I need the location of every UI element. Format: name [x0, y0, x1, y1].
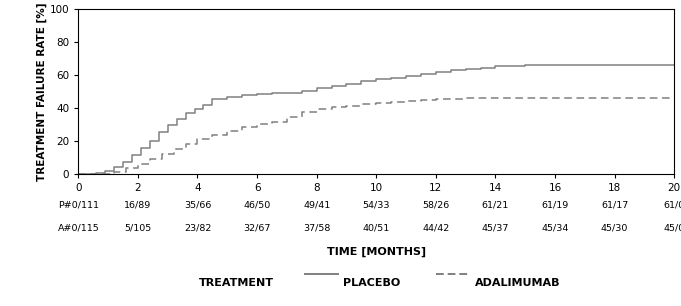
Text: 58/26: 58/26 [422, 201, 449, 210]
Text: 32/67: 32/67 [243, 224, 271, 233]
Text: 45/34: 45/34 [541, 224, 569, 233]
Text: 40/51: 40/51 [362, 224, 390, 233]
Text: 45/37: 45/37 [481, 224, 509, 233]
Text: 61/19: 61/19 [541, 201, 569, 210]
Text: 37/58: 37/58 [303, 224, 330, 233]
Text: A#0/115: A#0/115 [57, 224, 99, 233]
Text: TREATMENT: TREATMENT [199, 278, 274, 288]
Text: 61/0: 61/0 [663, 201, 681, 210]
Text: 45/0: 45/0 [663, 224, 681, 233]
Text: 61/21: 61/21 [481, 201, 509, 210]
Text: TIME [MONTHS]: TIME [MONTHS] [327, 247, 426, 257]
Text: 16/89: 16/89 [124, 201, 152, 210]
Text: 35/66: 35/66 [184, 201, 211, 210]
Text: 45/30: 45/30 [601, 224, 629, 233]
Text: 44/42: 44/42 [422, 224, 449, 233]
Text: 5/105: 5/105 [124, 224, 152, 233]
Text: PLACEBO: PLACEBO [343, 278, 400, 288]
Text: 61/17: 61/17 [601, 201, 629, 210]
Y-axis label: TREATMENT FAILURE RATE [%]: TREATMENT FAILURE RATE [%] [37, 2, 47, 181]
Text: ADALIMUMAB: ADALIMUMAB [475, 278, 560, 288]
Text: P#0/111: P#0/111 [58, 201, 99, 210]
Text: 49/41: 49/41 [303, 201, 330, 210]
Text: 23/82: 23/82 [184, 224, 211, 233]
Text: 46/50: 46/50 [243, 201, 271, 210]
Text: 54/33: 54/33 [362, 201, 390, 210]
